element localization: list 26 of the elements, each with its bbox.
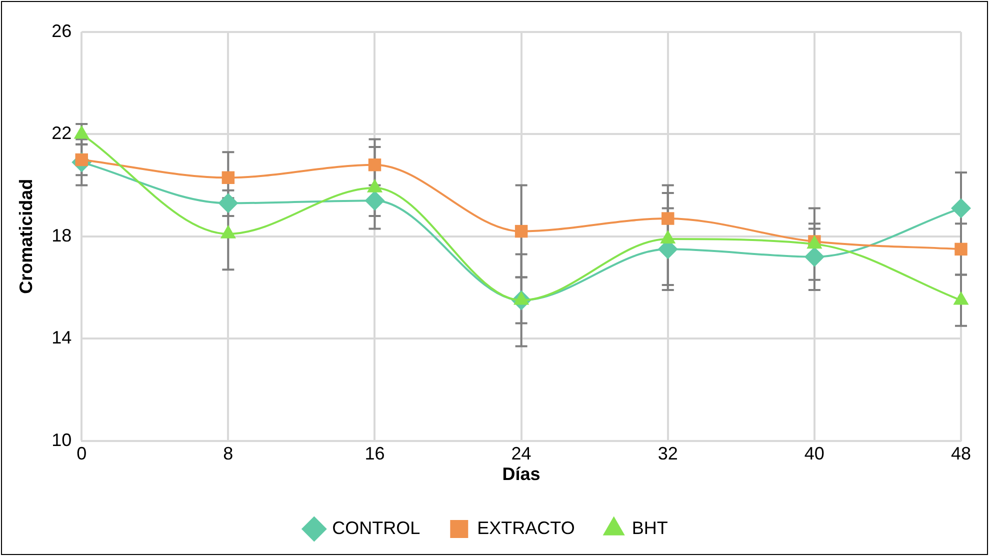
point [514,224,528,238]
point [222,171,235,184]
x-tick-label: 48 [950,444,972,464]
point [364,190,385,211]
legend-label: BHT [632,518,668,538]
point [368,158,382,172]
point [804,246,824,267]
point [662,212,674,225]
y-tick-label: 22 [52,123,72,144]
y-tick-label: 18 [52,225,72,246]
y-axis-title: Cromaticidad [16,178,36,294]
point [954,242,968,256]
x-tick-label: 16 [364,444,385,464]
x-axis-title: Días [502,464,540,484]
x-tick-label: 24 [511,444,532,464]
x-tick-label: 0 [76,444,87,464]
point [218,193,238,214]
x-tick-label: 40 [804,444,824,464]
point [951,198,971,218]
y-tick-label: 26 [52,20,72,41]
y-tick-label: 10 [52,430,72,450]
legend-label: EXTRACTO [477,518,575,538]
y-tick-label: 14 [52,328,72,348]
x-tick-label: 8 [223,444,234,464]
legend-label: CONTROL [332,518,420,538]
x-tick-label: 32 [658,444,678,464]
